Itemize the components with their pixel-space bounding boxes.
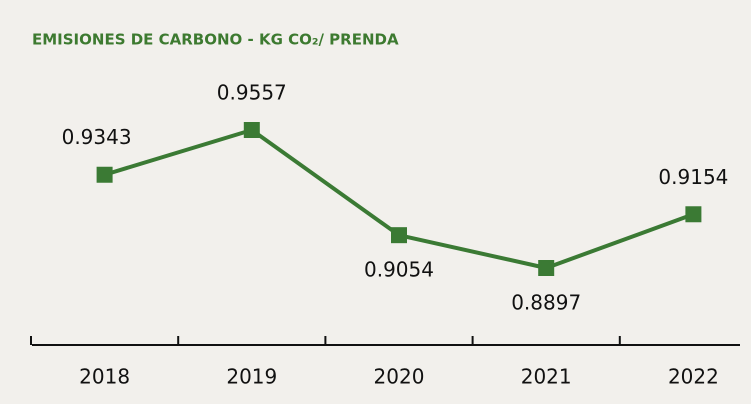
marker: [96, 166, 113, 183]
chart-title: EMISIONES DE CARBONO - KG CO₂/ PRENDA: [32, 31, 399, 49]
x-tick-label: 2022: [668, 365, 719, 389]
data-label: 0.8897: [511, 291, 581, 315]
x-tick-label: 2021: [521, 365, 572, 389]
x-tick-label: 2018: [79, 365, 130, 389]
data-label: 0.9343: [62, 125, 132, 149]
marker: [243, 122, 260, 138]
marker: [391, 227, 407, 244]
x-tick-label: 2020: [374, 365, 425, 389]
x-tick-label: 2019: [226, 365, 277, 389]
data-label: 0.9054: [364, 258, 434, 282]
marker: [685, 206, 702, 223]
marker: [538, 260, 555, 276]
data-label: 0.9557: [217, 81, 287, 105]
data-label: 0.9154: [658, 165, 728, 189]
